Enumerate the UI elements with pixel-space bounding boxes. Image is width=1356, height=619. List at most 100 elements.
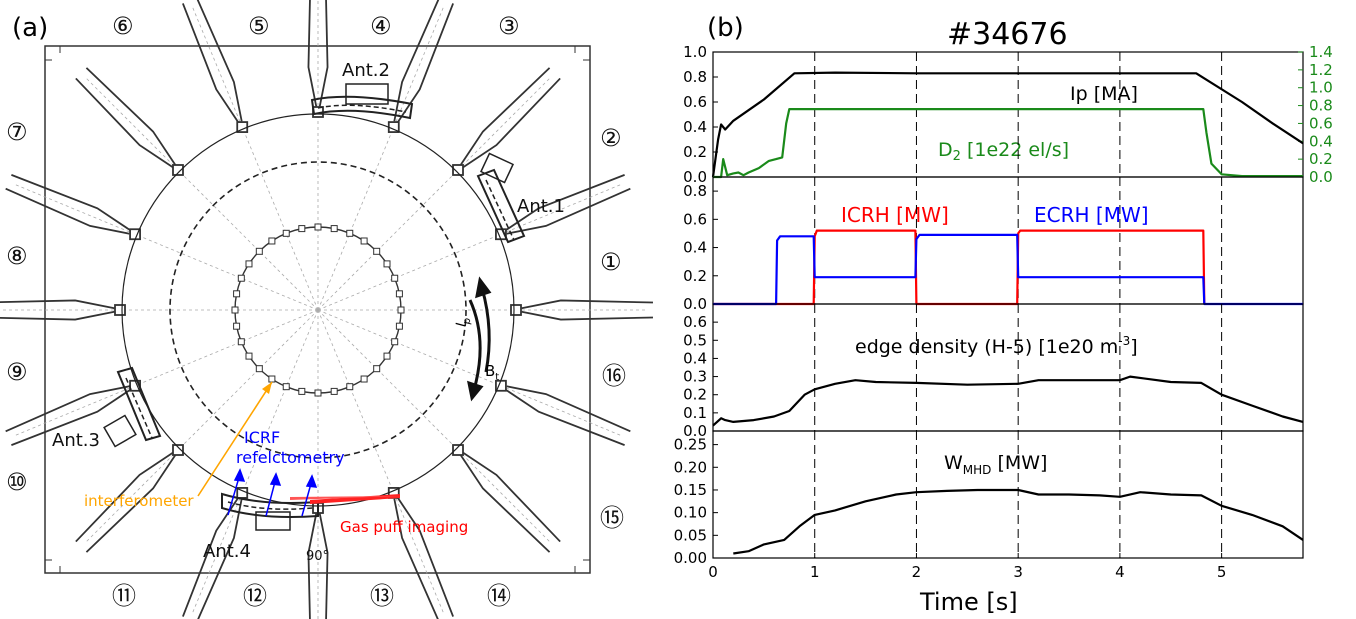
port-label-5: ⑤ (248, 12, 270, 40)
inner-tile (360, 237, 368, 245)
y-tick-label: 1.0 (683, 43, 707, 61)
port-flange (452, 444, 464, 456)
port-label-3: ③ (498, 12, 520, 40)
series-line-edge-density-h-5- (712, 375, 1304, 427)
edge-density-label: edge density (H-5) [1e20 m-3] (855, 334, 1138, 358)
y-tick-label: 0.4 (683, 349, 707, 367)
port-flange (114, 304, 126, 316)
inner-tile (233, 322, 241, 330)
right-y-tick-label: 0.6 (1309, 114, 1333, 132)
right-y-tick-label: 1.4 (1309, 43, 1333, 61)
reflectometry-arrows (227, 468, 318, 517)
inner-tile (245, 352, 253, 360)
ip-label: Ip (453, 315, 473, 330)
y-tick-label: 0.5 (683, 331, 707, 349)
diagnostic-arrows (197, 381, 400, 517)
panel-1-frame (712, 176, 1304, 305)
inner-tile (282, 383, 290, 391)
panel-3-frame (712, 430, 1304, 559)
panel-label-a: (a) (12, 13, 48, 43)
series-line-ip-ma- (711, 71, 1304, 178)
ant3-label: Ant.3 (52, 430, 100, 451)
bt-arrowhead (467, 380, 484, 402)
radial-grid-line (191, 309, 319, 616)
x-tick-label: 4 (1115, 563, 1125, 581)
port-wall (196, 0, 318, 122)
ip-arrow (480, 287, 491, 373)
panel-2-frame (712, 303, 1304, 432)
port-wall (396, 454, 551, 617)
inner-tile (360, 375, 368, 383)
inner-tile (314, 223, 322, 231)
icrh-series-label: ICRH [MW] (841, 203, 949, 227)
series-line-d-2-1e22-el-s- (713, 107, 1303, 179)
port-wall (85, 454, 240, 617)
inner-tile (373, 247, 381, 255)
inner-tile (298, 387, 306, 395)
chart-title: #34676 (947, 17, 1068, 52)
port-label-2: ② (600, 124, 622, 152)
radial-grid-line (317, 309, 552, 544)
y-tick-label: 0.2 (683, 386, 707, 404)
inner-tile (330, 225, 338, 233)
inner-tile (395, 290, 403, 298)
y-tick-label: 0.10 (674, 504, 707, 522)
panel-label-b: (b) (707, 13, 744, 43)
x-tick-label: 3 (1013, 563, 1023, 581)
radial-grid-line (317, 4, 445, 311)
radial-grid-line (84, 309, 319, 544)
y-tick-label: 0.20 (674, 458, 707, 476)
y-tick-label: 0.05 (674, 526, 707, 544)
y-tick-label: 0.4 (683, 239, 707, 257)
y-tick-label: 0.1 (683, 404, 707, 422)
y-tick-label: 0.00 (674, 549, 707, 567)
y-tick-label: 0.2 (683, 143, 707, 161)
gpi-beam-2 (290, 496, 400, 500)
inner-tile (397, 306, 405, 314)
inner-tile (391, 338, 399, 346)
port-label-8: ⑧ (6, 242, 28, 270)
frame-ticks (45, 46, 590, 573)
inner-tile (233, 290, 241, 298)
radial-grid-line (317, 309, 445, 616)
port-wall (396, 3, 551, 166)
port-flange (172, 444, 184, 456)
port-wall (11, 388, 174, 543)
inner-tile (314, 389, 322, 397)
port-label-1: ① (600, 248, 622, 276)
antenna-structures (103, 83, 526, 531)
plot-frame (44, 45, 591, 574)
right-y-tick-label: 0.8 (1309, 97, 1333, 115)
inner-tile (330, 387, 338, 395)
port-label-14: ⑭ (487, 582, 511, 610)
ant1-label: Ant.1 (517, 196, 565, 217)
y-tick-label: 0.0 (683, 168, 707, 186)
inner-tile (383, 352, 391, 360)
y-tick-label: 0.6 (683, 210, 707, 228)
time-traces: (b) #34676 Time [s] Ip [MA] D2 [1e22 el/… (674, 13, 1333, 616)
port-wall (506, 310, 653, 433)
series-line-icrh-mw- (713, 229, 1206, 306)
tokamak-top-view: (a) (0, 0, 653, 619)
port-label-4: ④ (370, 12, 392, 40)
inner-tile (373, 365, 381, 373)
inner-tile (391, 274, 399, 282)
port-wall (0, 187, 130, 310)
port-wall (318, 498, 439, 619)
radial-grid-line (12, 309, 319, 437)
port-wall (85, 3, 240, 166)
bt-arrow (468, 299, 482, 391)
y-tick-label: 0.4 (683, 118, 707, 136)
radial-grid-line (317, 76, 552, 311)
inner-tile (237, 274, 245, 282)
y-tick-label: 0.6 (683, 313, 707, 331)
y-tick-label: 0.0 (683, 295, 707, 313)
interferometer-label: interferometer (84, 492, 194, 510)
port-wall (462, 77, 625, 232)
right-y-tick-label: 0.2 (1309, 150, 1333, 168)
series-line-w-mhd-mw- (733, 488, 1304, 555)
y-tick-label: 0.15 (674, 481, 707, 499)
inner-tile (395, 322, 403, 330)
d2-series-label: D2 [1e22 el/s] (938, 139, 1069, 164)
inner-tile (245, 260, 253, 268)
